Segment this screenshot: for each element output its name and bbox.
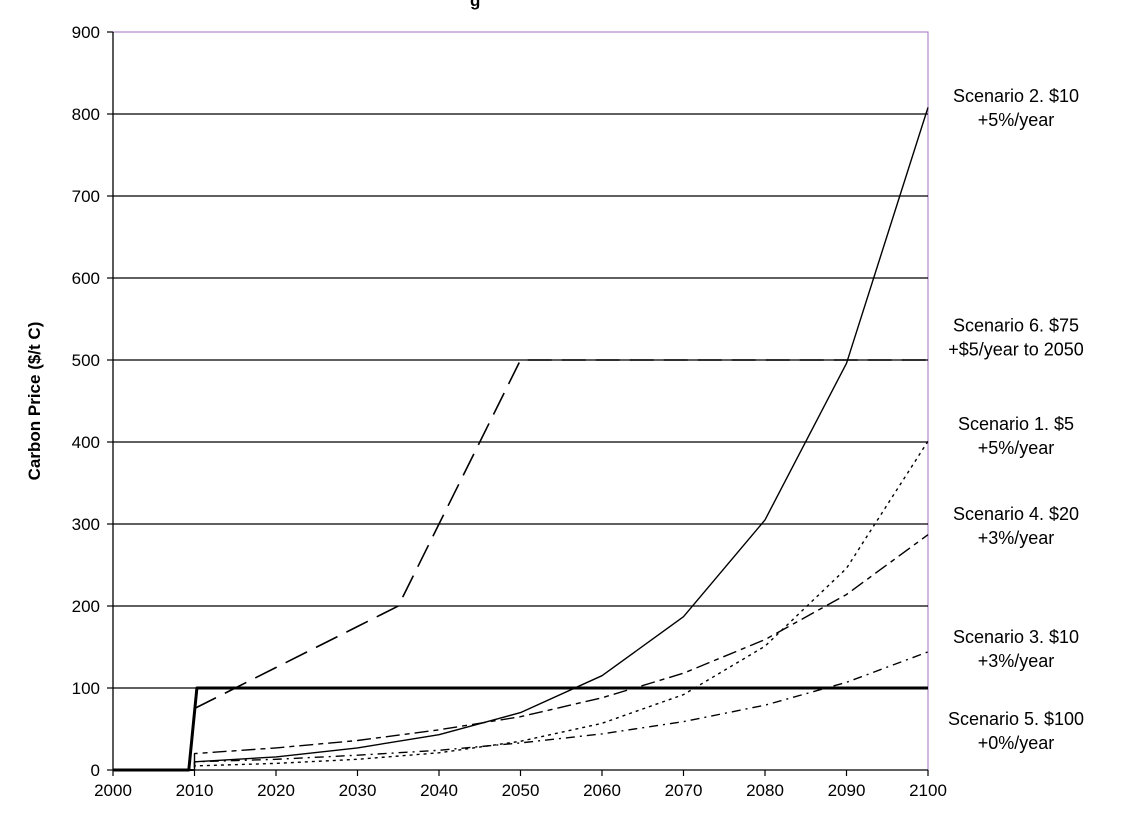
x-tick-label-2030: 2030 <box>339 781 377 800</box>
series-line-3 <box>113 651 929 771</box>
scenario-annotation-1: Scenario 2. $10 +5%/year <box>953 86 1079 130</box>
plot-border <box>112 31 929 771</box>
y-tick-label-700: 700 <box>72 187 100 206</box>
chart-title-fragment: g <box>470 0 480 10</box>
axes <box>107 31 929 776</box>
y-tick-label-600: 600 <box>72 269 100 288</box>
plot-frame <box>112 31 929 771</box>
y-tick-labels: 0 100 200 300 400 500 600 700 800 900 <box>72 23 100 780</box>
x-tick-label-2090: 2090 <box>828 781 866 800</box>
y-tick-label-800: 800 <box>72 105 100 124</box>
series-line-2 <box>113 107 929 771</box>
scenario-annotation-4: Scenario 4. $20 +3%/year <box>953 504 1079 548</box>
scenario-annotations: Scenario 2. $10 +5%/year Scenario 6. $75 +$… <box>948 86 1084 753</box>
series-lines <box>113 107 929 772</box>
y-tick-label-500: 500 <box>72 351 100 370</box>
x-tick-label-2060: 2060 <box>583 781 621 800</box>
series-line-4 <box>113 534 929 771</box>
scenario-annotation-3: Scenario 1. $5 +5%/year <box>958 414 1074 458</box>
x-tick-label-2020: 2020 <box>257 781 295 800</box>
series-line-6 <box>194 359 928 710</box>
y-tick-label-200: 200 <box>72 597 100 616</box>
x-tick-label-2040: 2040 <box>420 781 458 800</box>
y-tick-label-0: 0 <box>91 761 100 780</box>
y-tick-label-300: 300 <box>72 515 100 534</box>
series-line-5 <box>113 686 928 772</box>
scenario-annotation-5: Scenario 3. $10 +3%/year <box>953 627 1079 671</box>
x-tick-labels: 2000 2010 2020 2030 2040 2050 2060 2070 2080 2090… <box>94 781 947 800</box>
scenario-annotation-6: Scenario 5. $100 +0%/year <box>948 709 1084 753</box>
x-tick-label-2070: 2070 <box>665 781 703 800</box>
x-tick-label-2100: 2100 <box>909 781 947 800</box>
y-axis-label: Carbon Price ($/t C) <box>25 322 44 481</box>
y-tick-label-900: 900 <box>72 23 100 42</box>
x-tick-label-2000: 2000 <box>94 781 132 800</box>
x-tick-label-2050: 2050 <box>502 781 540 800</box>
x-tick-label-2010: 2010 <box>176 781 214 800</box>
y-tick-label-100: 100 <box>72 679 100 698</box>
y-tick-label-400: 400 <box>72 433 100 452</box>
scenario-annotation-2: Scenario 6. $75 +$5/year to 2050 <box>948 316 1084 360</box>
gridlines <box>113 113 928 689</box>
x-tick-label-2080: 2080 <box>746 781 784 800</box>
